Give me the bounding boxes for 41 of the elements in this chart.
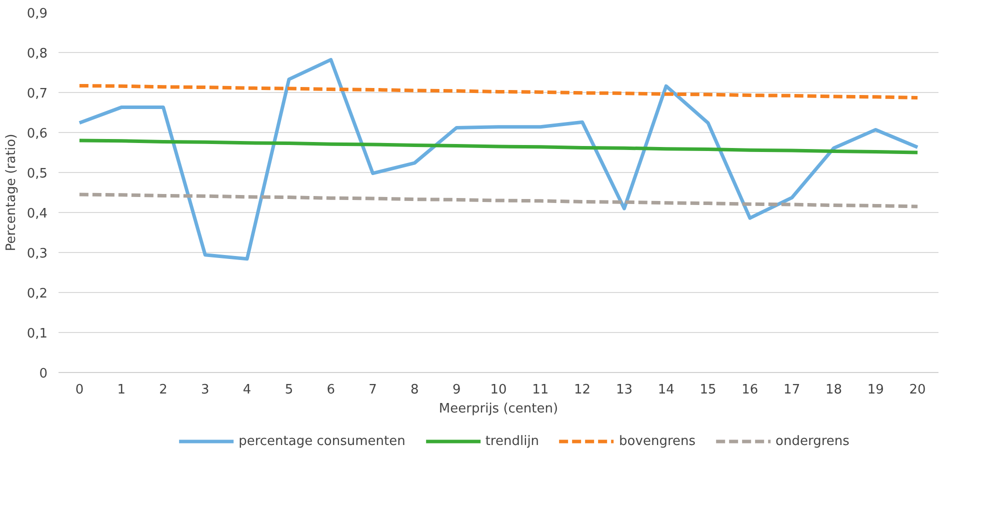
legend-label: bovengrens	[619, 434, 696, 448]
y-tick-label: 0,1	[26, 326, 48, 342]
y-tick-label: 0,7	[26, 86, 48, 102]
y-tick-label: 0	[39, 366, 48, 382]
line-series	[78, 192, 920, 208]
y-tick-label: 0,9	[26, 6, 48, 22]
y-tick-label: 0,4	[26, 206, 48, 222]
line-series	[78, 84, 920, 100]
x-tick-label: 0	[75, 382, 84, 398]
x-tick-label: 6	[326, 382, 336, 398]
x-tick-label: 8	[410, 382, 419, 398]
x-tick-label: 18	[825, 382, 842, 398]
y-tick-label: 0,6	[26, 126, 48, 142]
x-tick-label: 2	[159, 382, 168, 398]
x-tick-label: 1	[117, 382, 126, 398]
x-tick-label: 12	[574, 382, 591, 398]
line-series	[78, 138, 920, 154]
x-tick-label: 11	[532, 382, 549, 398]
x-tick-label: 3	[201, 382, 210, 398]
y-tick-label: 0,2	[26, 286, 48, 302]
x-tick-label: 4	[242, 382, 252, 398]
x-tick-label: 19	[867, 382, 884, 398]
x-axis-title: Meerprijs (centen)	[438, 402, 558, 416]
x-tick-label: 10	[490, 382, 507, 398]
legend-label: trendlijn	[485, 434, 540, 448]
x-tick-label: 16	[742, 382, 758, 398]
x-tick-label: 14	[658, 382, 674, 398]
y-tick-label: 0,3	[26, 246, 48, 262]
y-tick-label: 0,8	[26, 46, 48, 62]
y-tick-label: 0,5	[26, 166, 48, 182]
x-tick-label: 7	[368, 382, 377, 398]
x-tick-label: 5	[284, 382, 294, 398]
legend-label: ondergrens	[776, 434, 850, 448]
x-tick-label: 17	[784, 382, 800, 398]
legend-label: percentage consumenten	[238, 434, 406, 448]
x-tick-label: 13	[616, 382, 632, 398]
line-series	[78, 58, 920, 261]
y-axis-title: Percentage (ratio)	[4, 134, 19, 252]
x-tick-label: 15	[700, 382, 716, 398]
x-tick-label: 9	[452, 382, 461, 398]
x-tick-label: 20	[909, 382, 926, 398]
